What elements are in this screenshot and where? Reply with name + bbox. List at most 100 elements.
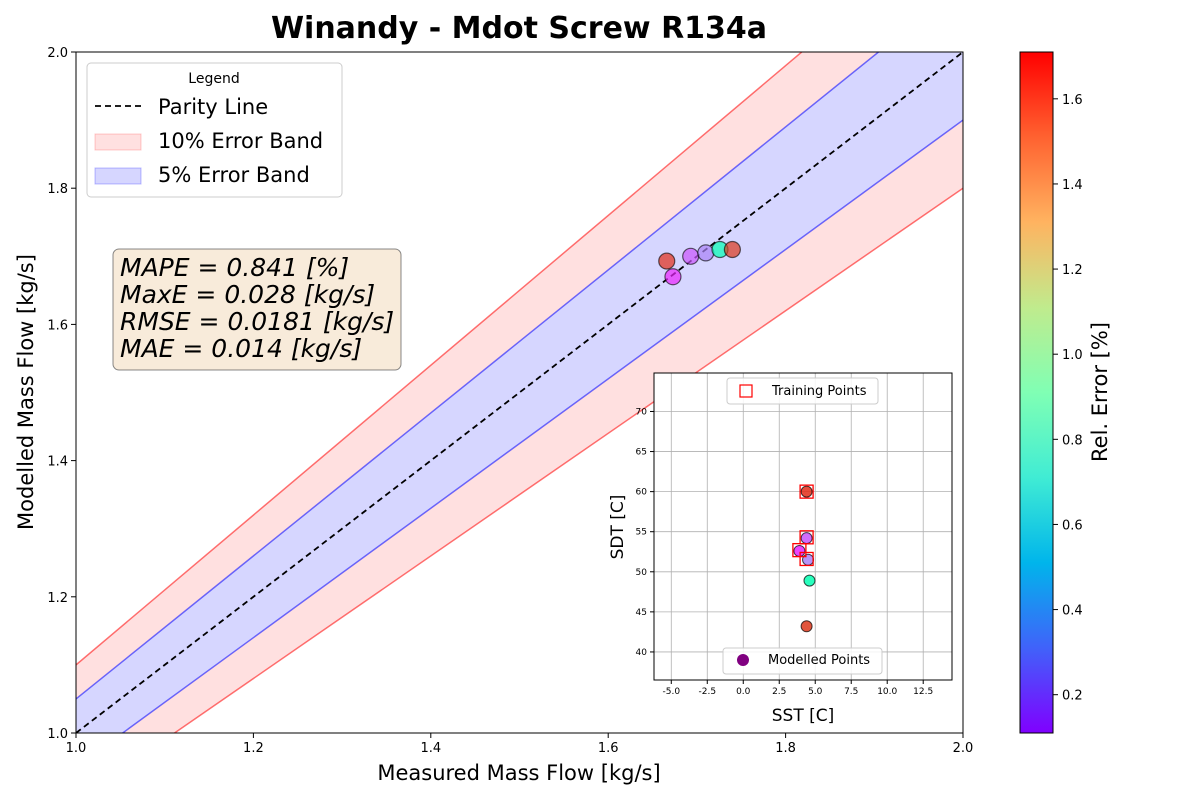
inset-x-tick-label-4: 5.0	[808, 687, 823, 697]
inset-x-tick-label-3: 2.5	[772, 687, 786, 697]
y-tick-label-2: 1.4	[47, 455, 68, 470]
inset-x-ticks: -5.0 -2.5 0.0 2.5 5.0 7.5 10.0 12.5	[662, 680, 933, 697]
colorbar-tick-label-2: 0.6	[1062, 518, 1083, 533]
colorbar-tick-label-4: 1.0	[1062, 348, 1083, 363]
x-tick-label-1: 1.2	[243, 741, 264, 756]
inset-x-tick-label-2: 0.0	[736, 687, 751, 697]
legend-5-band-label: 5% Error Band	[158, 163, 310, 187]
inset-legend-bottom-frame	[722, 647, 883, 675]
inset-x-tick-label-7: 12.5	[913, 687, 933, 697]
inset-frame	[653, 372, 953, 681]
inset-legend-modelled-label: Modelled Points	[768, 653, 870, 668]
inset-modelled-point-5	[803, 574, 816, 587]
inset-modelled-point-4	[802, 553, 815, 566]
y-tick-label-4: 1.8	[47, 182, 68, 197]
inset-y-ticks: 40 45 50 55 60 65 70	[636, 407, 654, 658]
legend-5-band-swatch	[94, 167, 142, 185]
data-point-1	[658, 252, 676, 270]
inset-legend-training-label: Training Points	[771, 384, 867, 399]
inset-x-tick-label-6: 10.0	[877, 687, 897, 697]
inset-training-point-4	[799, 551, 814, 567]
colorbar-tick-label-0: 0.2	[1062, 689, 1083, 704]
colorbar-tick-label-7: 1.6	[1062, 93, 1083, 108]
inset-y-tick-label-3: 55	[636, 528, 647, 538]
main-x-ticks: 1.0 1.2 1.4 1.6 1.8 2.0	[66, 733, 974, 756]
colorbar-tick-label-1: 0.4	[1062, 604, 1083, 619]
inset-y-tick-label-6: 70	[636, 407, 648, 417]
inset-legend-top: Training Points	[726, 377, 879, 405]
inset-legend-bottom: Modelled Points	[722, 647, 883, 675]
data-point-6	[723, 240, 741, 259]
y-tick-label-0: 1.0	[47, 727, 68, 742]
x-tick-label-2: 1.4	[420, 741, 441, 756]
data-point-2	[664, 268, 682, 286]
inset-x-label: SST [C]	[772, 706, 835, 726]
y-tick-label-3: 1.6	[47, 318, 68, 333]
legend: Legend Parity Line 10% Error Band 5% Err…	[86, 62, 343, 198]
legend-10-band-label: 10% Error Band	[158, 129, 323, 153]
legend-title: Legend	[188, 71, 239, 87]
y-axis-label: Modelled Mass Flow [kg/s]	[14, 254, 38, 530]
stat-rmse: RMSE = 0.0181 [kg/s]	[120, 307, 394, 336]
inset-y-tick-label-0: 40	[636, 648, 648, 658]
x-tick-label-5: 2.0	[953, 741, 974, 756]
x-tick-label-4: 1.8	[775, 741, 796, 756]
inset-modelled-point-2	[800, 532, 813, 545]
stats-box: MAPE = 0.841 [%] MaxE = 0.028 [kg/s] RMS…	[112, 248, 402, 371]
inset-y-tick-label-5: 65	[636, 448, 647, 458]
x-axis-label: Measured Mass Flow [kg/s]	[377, 761, 660, 785]
colorbar-tick-label-5: 1.2	[1062, 263, 1083, 278]
x-tick-label-3: 1.6	[598, 741, 619, 756]
error-bands	[76, 52, 963, 733]
y-tick-label-5: 2.0	[47, 46, 68, 61]
inset-y-tick-label-1: 45	[636, 608, 647, 618]
colorbar-gradient	[1019, 51, 1054, 734]
inset-training-point-2	[799, 530, 814, 545]
inset-plot: -5.0 -2.5 0.0 2.5 5.0 7.5 10.0 12.5 40 45 50 55 60 6…	[608, 372, 953, 726]
main-points	[658, 240, 741, 286]
main-y-ticks: 1.0 1.2 1.4 1.6 1.8 2.0	[47, 46, 76, 742]
inset-background	[654, 373, 952, 680]
inset-y-label: SDT [C]	[608, 495, 628, 560]
error-band-10-edge-upper	[76, 52, 803, 666]
inset-legend-training-swatch	[739, 384, 753, 398]
colorbar-label: Rel. Error [%]	[1088, 322, 1112, 462]
inset-x-tick-label-0: -5.0	[662, 687, 680, 697]
colorbar-tick-label-6: 1.4	[1062, 178, 1083, 193]
data-point-4	[697, 244, 715, 262]
stat-maxe: MaxE = 0.028 [kg/s]	[120, 280, 375, 309]
main-plot: 1.0 1.2 1.4 1.6 1.8 2.0 1.0 1.2 1.4 1.6 1.8 2.0 Me…	[14, 46, 974, 785]
legend-10-band-swatch	[94, 133, 142, 151]
legend-parity-label: Parity Line	[158, 95, 268, 119]
colorbar-tick-label-3: 0.8	[1062, 433, 1083, 448]
inset-training-point-1	[799, 484, 814, 499]
stat-mape: MAPE = 0.841 [%]	[120, 253, 349, 282]
main-plot-frame	[75, 51, 964, 734]
legend-frame	[86, 62, 343, 198]
inset-points	[792, 484, 816, 633]
stats-frame	[112, 248, 402, 371]
error-band-10-edge-lower	[173, 187, 963, 733]
inset-x-tick-label-1: -2.5	[698, 687, 716, 697]
inset-legend-top-frame	[726, 377, 879, 405]
y-tick-label-1: 1.2	[47, 591, 68, 606]
stat-mae: MAE = 0.014 [kg/s]	[120, 334, 362, 363]
inset-y-tick-label-2: 50	[636, 568, 648, 578]
inset-x-tick-label-5: 7.5	[844, 687, 858, 697]
inset-modelled-point-3	[793, 544, 806, 557]
error-band-5-edge-lower	[121, 119, 963, 733]
inset-modelled-point-1	[800, 485, 813, 498]
inset-training-point-3	[792, 542, 807, 558]
colorbar: 0.2 0.4 0.6 0.8 1.0 1.2 1.4 1.6 Rel. Error [%]	[1019, 51, 1112, 734]
chart-title: Winandy - Mdot Screw R134a	[271, 11, 767, 46]
error-band-5-underlay	[76, 52, 963, 733]
error-band-5	[76, 52, 963, 733]
error-band-5-edge-upper	[76, 52, 880, 700]
inset-legend-modelled-swatch	[737, 654, 749, 666]
colorbar-ticks: 0.2 0.4 0.6 0.8 1.0 1.2 1.4 1.6	[1053, 93, 1083, 704]
data-point-3	[682, 247, 700, 265]
parity-line	[76, 52, 963, 733]
x-tick-label-0: 1.0	[66, 741, 87, 756]
inset-y-tick-label-4: 60	[636, 488, 648, 498]
